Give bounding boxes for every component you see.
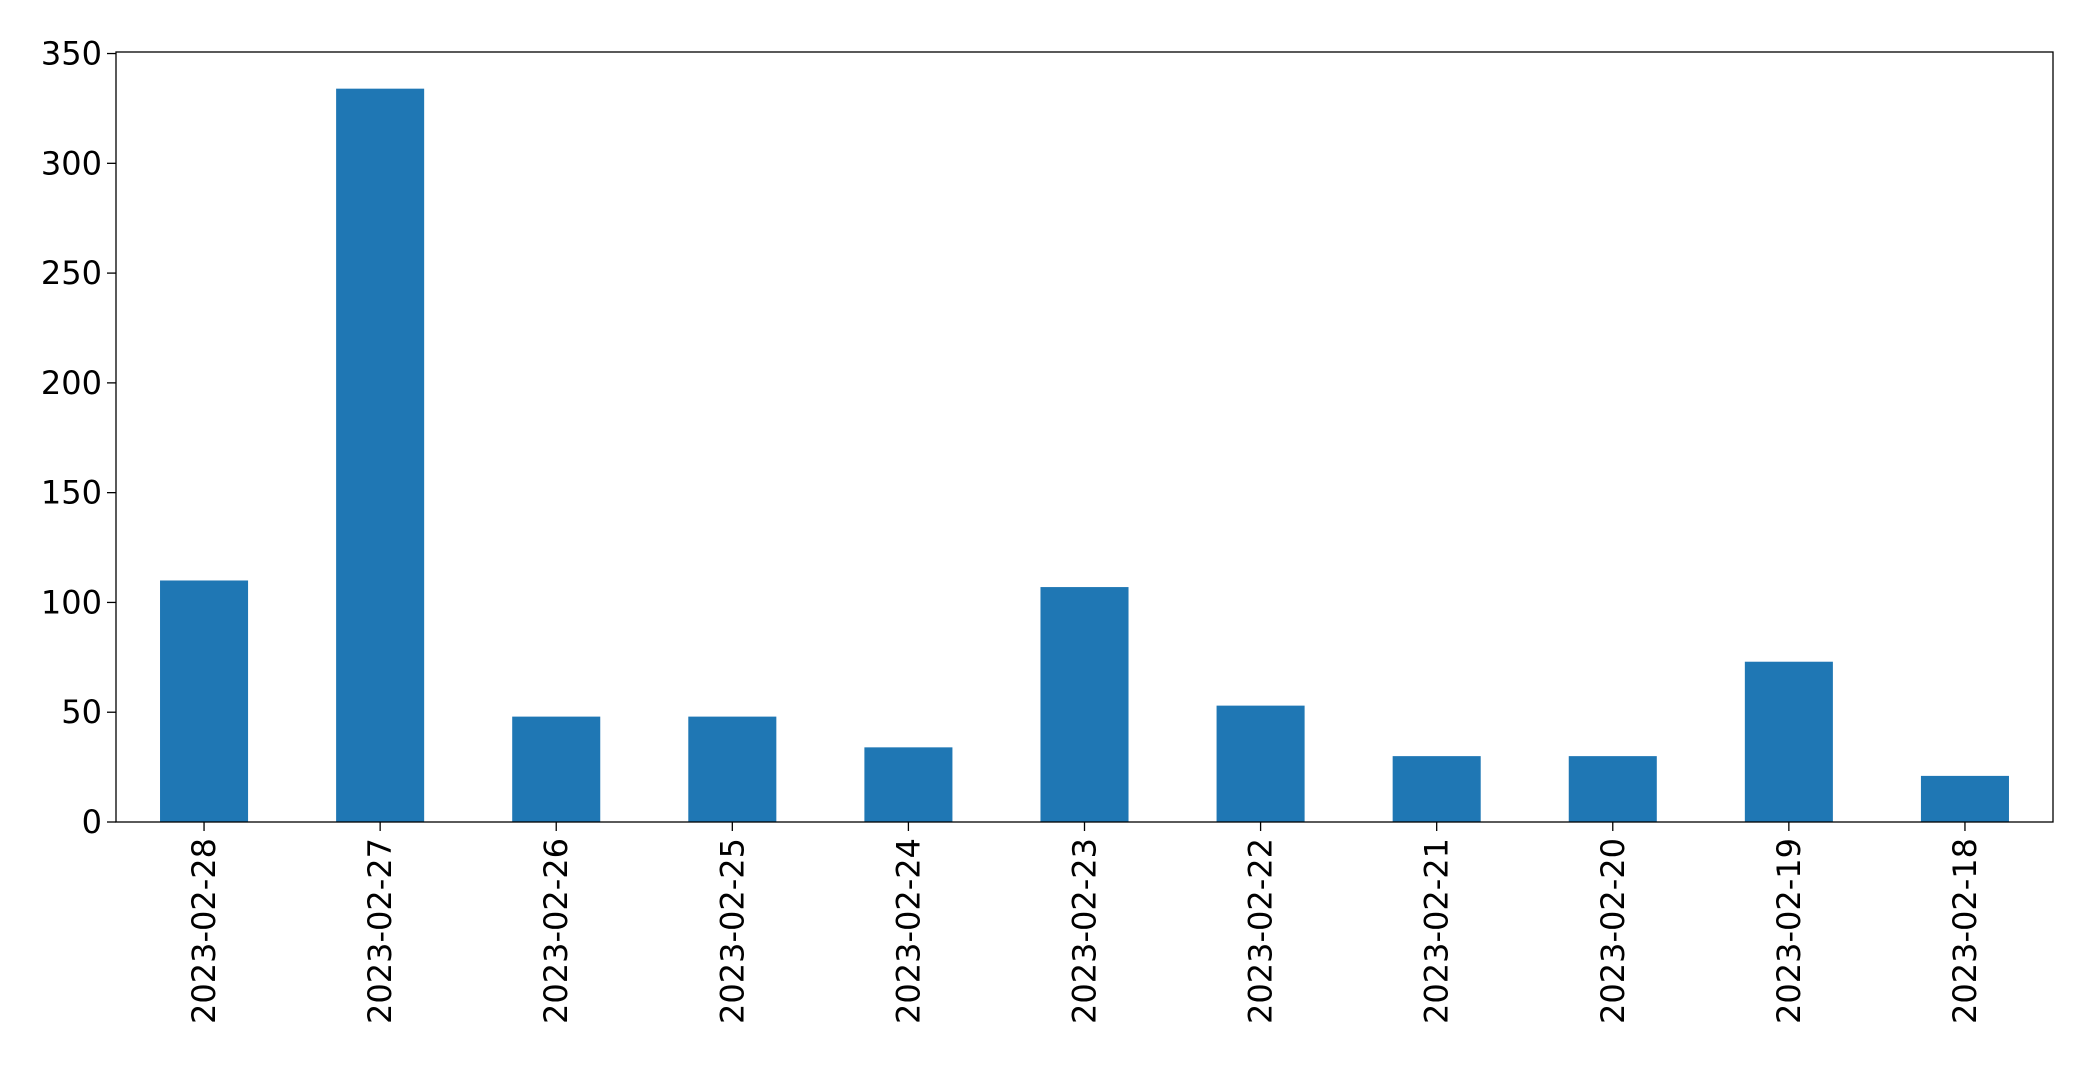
bar [512, 716, 601, 822]
bar [1920, 775, 2009, 822]
y-tick-label: 300 [41, 144, 102, 182]
x-tick-label: 2023-02-25 [713, 838, 751, 1024]
y-tick-label: 50 [61, 693, 102, 731]
x-tick-label: 2023-02-22 [1242, 838, 1280, 1024]
bar [1568, 756, 1657, 822]
y-tick-label: 250 [41, 254, 102, 292]
x-tick-label: 2023-02-21 [1418, 838, 1456, 1024]
x-tick-label: 2023-02-24 [889, 838, 927, 1024]
bar [1744, 661, 1833, 822]
bar [1040, 587, 1129, 822]
bar [1216, 705, 1305, 822]
x-tick-label: 2023-02-20 [1594, 838, 1632, 1024]
bar [688, 716, 777, 822]
x-tick-label: 2023-02-28 [185, 838, 223, 1024]
bar [864, 747, 953, 822]
x-tick-label: 2023-02-18 [1946, 838, 1984, 1024]
y-tick-label: 150 [41, 474, 102, 512]
x-tick-label: 2023-02-23 [1066, 838, 1104, 1024]
y-tick-label: 100 [41, 583, 102, 621]
x-tick-label: 2023-02-26 [537, 838, 575, 1024]
bar [1392, 756, 1481, 822]
bar [160, 580, 249, 822]
y-tick-label: 350 [41, 35, 102, 73]
bar [336, 88, 425, 822]
x-tick-label: 2023-02-27 [361, 838, 399, 1024]
y-tick-label: 0 [82, 803, 102, 841]
y-tick-label: 200 [41, 364, 102, 402]
axes-frame [115, 51, 2054, 823]
x-tick-label: 2023-02-19 [1770, 838, 1808, 1024]
